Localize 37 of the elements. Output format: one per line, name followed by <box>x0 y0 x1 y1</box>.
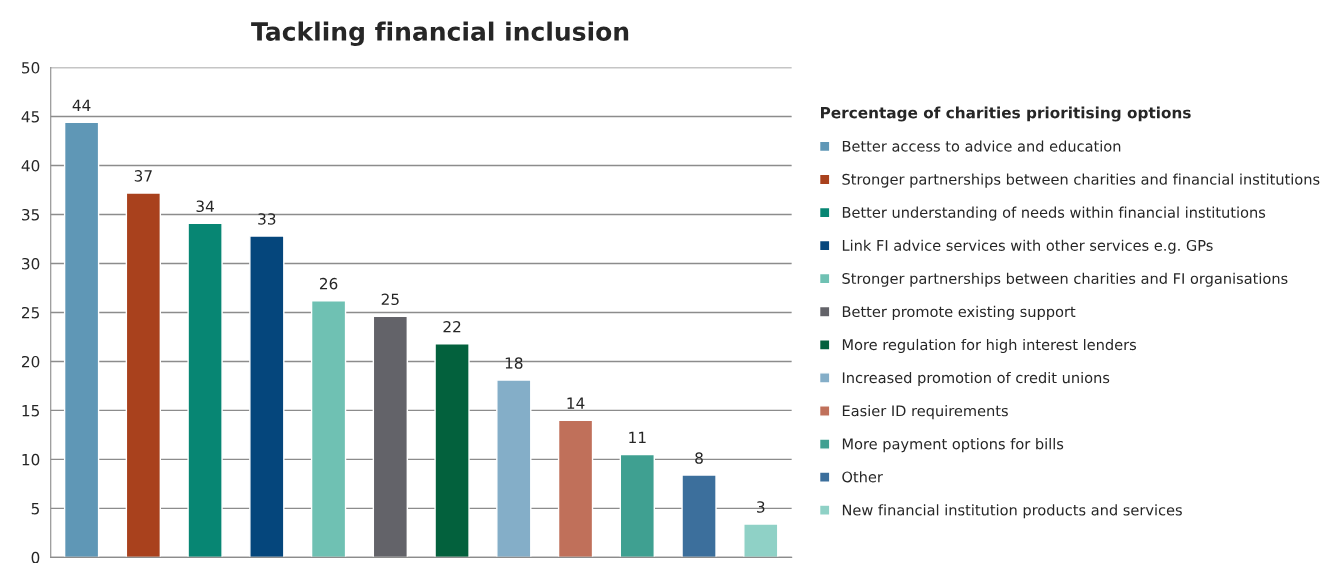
data-label: 44 <box>72 99 91 111</box>
y-tick-label: 20 <box>21 355 40 368</box>
legend-label: More payment options for bills <box>842 438 1064 453</box>
legend-label: More regulation for high interest lenders <box>842 338 1137 353</box>
data-label: 26 <box>319 277 338 290</box>
data-label: 3 <box>757 501 765 513</box>
legend-label: Stronger partnerships between charities and financial institutions <box>842 173 1320 188</box>
legend-label: Increased promotion of credit unions <box>842 371 1110 387</box>
data-label: 8 <box>695 452 703 464</box>
legend-label: Easier ID requirements <box>842 405 1008 420</box>
y-tick-label: 45 <box>21 111 39 123</box>
data-label: 22 <box>443 320 461 333</box>
data-label: 18 <box>505 357 523 369</box>
legend-label: New financial institution products and services <box>842 504 1182 519</box>
legend-label: Other <box>842 471 883 483</box>
legend-label: Better access to advice and education <box>842 140 1121 152</box>
y-tick-label: 5 <box>31 503 39 515</box>
chart-title: Tackling financial inclusion <box>251 21 629 46</box>
data-label: 34 <box>196 200 214 213</box>
y-tick-label: 30 <box>22 257 40 270</box>
legend-label: Better promote existing support <box>842 305 1076 320</box>
y-tick-label: 10 <box>22 453 40 466</box>
legend-title: Percentage of charities prioritising options <box>821 106 1191 122</box>
legend-label: Better understanding of needs within financial institutions <box>842 206 1266 221</box>
data-label: 14 <box>567 397 585 409</box>
y-tick-label: 35 <box>22 208 39 221</box>
y-tick-label: 15 <box>22 405 39 417</box>
legend-label: Stronger partnerships between charities and FI organisations <box>842 272 1288 287</box>
data-label: 33 <box>258 213 276 225</box>
data-label: 25 <box>381 293 399 306</box>
y-tick-label: 40 <box>21 159 40 172</box>
legend-label: Link FI advice services with other services e.g. GPs <box>842 239 1213 254</box>
y-tick-label: 0 <box>31 551 40 563</box>
data-label: 37 <box>134 170 152 182</box>
y-tick-label: 50 <box>22 62 40 74</box>
y-tick-label: 25 <box>21 306 39 319</box>
data-label: 11 <box>629 431 646 443</box>
